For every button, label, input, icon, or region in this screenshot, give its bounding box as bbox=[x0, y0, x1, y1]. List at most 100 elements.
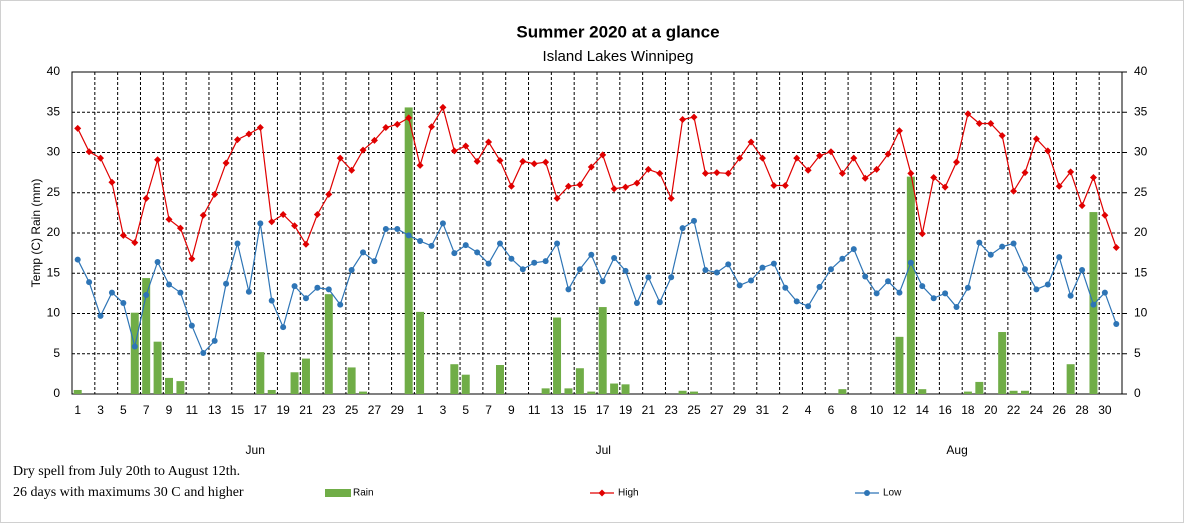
x-tick-label: 13 bbox=[208, 403, 222, 417]
x-tick-label: 14 bbox=[916, 403, 930, 417]
x-tick-label: 11 bbox=[528, 403, 541, 417]
high-point bbox=[610, 185, 618, 193]
x-tick-label: 2 bbox=[782, 403, 789, 417]
rain-bar bbox=[895, 336, 904, 394]
low-point bbox=[964, 284, 971, 291]
low-point bbox=[1033, 286, 1040, 293]
low-point bbox=[873, 290, 880, 297]
legend-label: High bbox=[618, 488, 639, 499]
high-point bbox=[542, 158, 550, 166]
low-point bbox=[245, 288, 252, 295]
y2-tick-label: 5 bbox=[1134, 346, 1141, 360]
low-point bbox=[668, 274, 675, 281]
x-tick-label: 15 bbox=[231, 403, 245, 417]
x-tick-label: 19 bbox=[276, 403, 290, 417]
high-point bbox=[119, 231, 127, 239]
x-tick-label: 29 bbox=[391, 403, 405, 417]
y2-tick-label: 20 bbox=[1134, 225, 1148, 239]
x-tick-label: 30 bbox=[1098, 403, 1112, 417]
low-point bbox=[645, 274, 652, 281]
low-point bbox=[942, 290, 949, 297]
legend-label: Rain bbox=[353, 488, 374, 499]
low-point bbox=[748, 277, 755, 284]
rain-bar bbox=[130, 312, 139, 394]
low-point bbox=[896, 289, 903, 296]
month-label: Aug bbox=[946, 443, 967, 457]
rain-bar bbox=[838, 389, 847, 394]
high-point bbox=[473, 157, 481, 165]
low-point bbox=[268, 297, 275, 304]
low-point bbox=[474, 249, 481, 256]
y-tick-label: 35 bbox=[47, 104, 61, 118]
high-point bbox=[1089, 173, 1097, 181]
x-tick-label: 9 bbox=[508, 403, 515, 417]
low-point bbox=[97, 312, 104, 319]
low-point bbox=[177, 289, 184, 296]
high-point bbox=[188, 255, 196, 263]
high-point bbox=[450, 147, 458, 155]
rain-bar bbox=[575, 368, 584, 394]
low-point bbox=[405, 232, 412, 239]
high-point bbox=[1112, 243, 1120, 251]
high-point bbox=[302, 240, 310, 248]
rain-bar bbox=[404, 107, 413, 395]
low-point bbox=[1113, 320, 1120, 327]
low-point bbox=[599, 278, 606, 285]
low-point bbox=[565, 286, 572, 293]
high-point bbox=[1055, 182, 1063, 190]
x-tick-label: 12 bbox=[893, 403, 907, 417]
high-point bbox=[439, 103, 447, 111]
x-tick-label: 7 bbox=[143, 403, 150, 417]
y-tick-label: 0 bbox=[53, 386, 60, 400]
low-point bbox=[827, 266, 834, 273]
x-tick-label: 1 bbox=[417, 403, 424, 417]
y-axis-label: Temp (C) Rain (mm) bbox=[29, 179, 43, 288]
month-label: Jul bbox=[596, 443, 611, 457]
high-point bbox=[507, 182, 515, 190]
low-point bbox=[439, 220, 446, 227]
high-point bbox=[827, 148, 835, 156]
low-point bbox=[211, 337, 218, 344]
rain-bar bbox=[587, 391, 596, 394]
x-tick-label: 21 bbox=[299, 403, 313, 417]
rain-bar bbox=[176, 381, 185, 394]
low-point bbox=[588, 251, 595, 258]
x-tick-label: 15 bbox=[573, 403, 587, 417]
x-tick-label: 17 bbox=[596, 403, 610, 417]
low-point bbox=[885, 278, 892, 285]
rain-bar bbox=[553, 317, 562, 394]
low-point bbox=[200, 349, 207, 356]
rain-bar bbox=[256, 352, 265, 394]
high-point bbox=[336, 154, 344, 162]
rain-bar bbox=[73, 389, 82, 394]
y-tick-label: 25 bbox=[47, 185, 61, 199]
y2-tick-label: 15 bbox=[1134, 265, 1148, 279]
rain-bar bbox=[461, 374, 470, 394]
high-point bbox=[964, 110, 972, 118]
month-label: Jun bbox=[246, 443, 265, 457]
low-point bbox=[371, 258, 378, 265]
low-point bbox=[74, 256, 81, 263]
x-tick-label: 4 bbox=[805, 403, 812, 417]
y2-tick-label: 0 bbox=[1134, 386, 1141, 400]
y-tick-label: 40 bbox=[47, 64, 61, 78]
low-point bbox=[679, 225, 686, 232]
high-point bbox=[85, 148, 93, 156]
high-point bbox=[176, 224, 184, 232]
low-point bbox=[1010, 240, 1017, 247]
high-point bbox=[154, 156, 162, 164]
low-point bbox=[1044, 281, 1051, 288]
high-point bbox=[679, 115, 687, 123]
y2-tick-label: 25 bbox=[1134, 185, 1148, 199]
high-point bbox=[895, 127, 903, 135]
low-point bbox=[417, 238, 424, 245]
high-point bbox=[370, 136, 378, 144]
rain-bar bbox=[347, 367, 356, 394]
low-point bbox=[1021, 266, 1028, 273]
low-point bbox=[166, 281, 173, 288]
high-point bbox=[97, 154, 105, 162]
high-point bbox=[873, 165, 881, 173]
plot-frame bbox=[71, 71, 1123, 395]
annotation: Dry spell from July 20th to August 12th. bbox=[13, 464, 240, 479]
low-point bbox=[782, 284, 789, 291]
